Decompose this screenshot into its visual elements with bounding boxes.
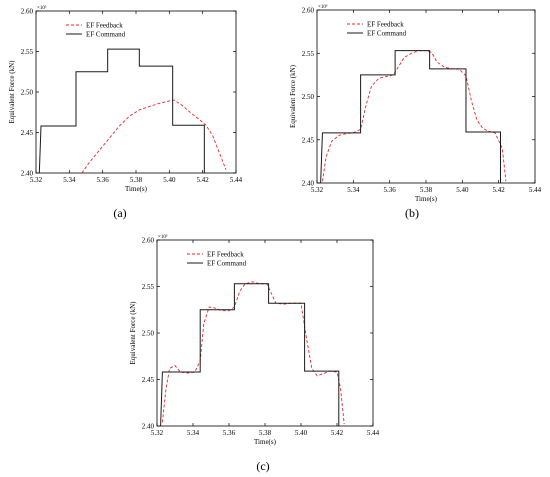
series-line-ef-command (320, 50, 501, 183)
y-tick-label: 2.50 (302, 93, 315, 101)
y-tick-label: 2.60 (142, 237, 155, 245)
plot-frame (156, 239, 374, 427)
y-tick-label: 2.45 (302, 136, 315, 144)
x-tick-label: 5.44 (367, 429, 380, 437)
y-tick-label: 2.55 (302, 50, 315, 58)
series-line-ef-feedback (322, 50, 507, 182)
panel-label: (c) (256, 459, 269, 473)
legend-label: EF Command (207, 260, 247, 268)
x-tick-label: 5.44 (230, 176, 243, 184)
chart-panel-1: 5.32 5.34 5.36 5.38 5.40 5.42 5.44 2.40 2.45 2.50… (8, 5, 243, 220)
series-line-ef-feedback (161, 281, 345, 425)
y-tick-label: 2.40 (302, 180, 315, 188)
x-tick-label: 5.34 (63, 176, 76, 184)
x-tick-label: 5.40 (456, 186, 469, 194)
series-line-ef-command (160, 283, 340, 426)
y-tick-label: 2.60 (302, 7, 315, 15)
legend-label: EF Command (367, 30, 407, 38)
y-tick-label: 2.45 (21, 129, 34, 137)
y-tick-label: 2.45 (142, 376, 155, 384)
x-tick-label: 5.42 (331, 429, 344, 437)
x-tick-label: 5.38 (259, 429, 272, 437)
y-tick-label: 2.50 (142, 330, 155, 338)
x-tick-label: 5.42 (493, 186, 506, 194)
series-line-ef-feedback (81, 99, 227, 173)
x-axis-label: Time(s) (254, 438, 277, 446)
x-tick-label: 5.32 (311, 186, 324, 194)
plot-frame (35, 10, 237, 174)
series-group (160, 281, 345, 426)
y-axis-label: Equivalent Force (kN) (289, 64, 297, 128)
chart-panel-2: 5.32 5.34 5.36 5.38 5.40 5.42 5.44 2.40 2.45 2.50… (289, 4, 542, 220)
plot-frame (316, 9, 536, 184)
series-group (38, 48, 227, 173)
y-tick-label: 2.55 (21, 48, 34, 56)
panel-label: (b) (405, 206, 419, 220)
x-tick-label: 5.34 (187, 429, 200, 437)
y-tick-label: 2.40 (21, 170, 34, 178)
series-group (320, 50, 507, 183)
x-tick-label: 5.36 (97, 176, 110, 184)
x-tick-label: 5.34 (347, 186, 360, 194)
x-tick-label: 5.42 (197, 176, 210, 184)
axis-multiplier: ×10³ (37, 5, 47, 11)
x-tick-label: 5.44 (529, 186, 542, 194)
x-tick-label: 5.36 (384, 186, 397, 194)
y-axis-label: Equivalent Force (kN) (8, 60, 16, 124)
y-axis-label: Equivalent Force (kN) (129, 301, 137, 365)
legend-label: EF Command (86, 31, 126, 39)
y-tick-label: 2.55 (142, 283, 155, 291)
y-tick-label: 2.40 (142, 423, 155, 431)
panel-label: (a) (113, 206, 126, 220)
chart-panel-3: 5.32 5.34 5.36 5.38 5.40 5.42 5.44 2.40 2.45 2.50… (129, 234, 380, 473)
axis-multiplier: ×10³ (318, 4, 328, 10)
x-tick-label: 5.38 (130, 176, 143, 184)
legend-label: EF Feedback (207, 251, 244, 259)
x-tick-label: 5.32 (151, 429, 164, 437)
x-axis-label: Time(s) (415, 195, 438, 203)
x-tick-label: 5.38 (420, 186, 433, 194)
series-line-ef-command (38, 48, 205, 173)
x-tick-label: 5.40 (163, 176, 176, 184)
axis-multiplier: ×10³ (158, 234, 168, 240)
x-tick-label: 5.36 (223, 429, 236, 437)
legend-label: EF Feedback (367, 21, 404, 29)
legend-label: EF Feedback (86, 22, 123, 30)
y-tick-label: 2.60 (21, 8, 34, 16)
x-tick-label: 5.32 (30, 176, 43, 184)
x-tick-label: 5.40 (295, 429, 308, 437)
y-tick-label: 2.50 (21, 89, 34, 97)
x-axis-label: Time(s) (125, 185, 148, 193)
